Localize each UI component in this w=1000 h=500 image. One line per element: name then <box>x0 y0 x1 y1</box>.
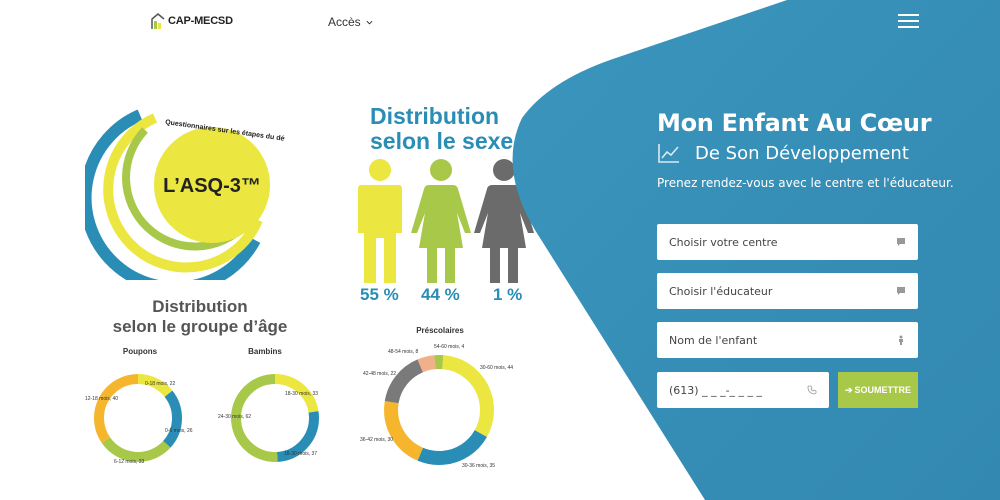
sex-distribution-title: Distribution selon le sexe <box>370 104 513 154</box>
nav-acces-label: Accès <box>328 15 361 29</box>
educateur-select-label: Choisir l'éducateur <box>669 284 773 298</box>
bambins-donut <box>231 374 319 462</box>
submit-button[interactable]: ➔ SOUMETTRE <box>838 372 918 408</box>
age-title-line1: Distribution <box>152 297 248 316</box>
hamburger-line <box>898 20 919 22</box>
sex-title-line1: Distribution <box>370 103 500 129</box>
poupons-label-3: 6-12 mois, 33 <box>114 459 145 465</box>
prescolaires-slice-blue <box>384 355 494 465</box>
logo[interactable]: CAP-MECSD <box>150 12 233 30</box>
nav-acces[interactable]: Accès <box>328 15 373 29</box>
other-percent: 1 % <box>493 285 523 304</box>
bambins-label-2: 18-30 mois, 37 <box>284 451 318 457</box>
hero-subtitle-row: De Son Développement <box>657 142 909 164</box>
prescolaires-donut <box>384 355 494 465</box>
asq-center-text: L’ASQ-3™ <box>163 175 261 197</box>
booking-panel: Mon Enfant Au Cœur De Son Développement … <box>657 0 987 500</box>
prescolaires-label-2: 30-60 mois, 44 <box>480 365 514 371</box>
female-percent: 44 % <box>421 285 460 304</box>
male-figure-icon <box>358 159 402 283</box>
enfant-name-field[interactable]: Nom de l'enfant <box>657 322 918 358</box>
poupons-title: Poupons <box>122 347 158 356</box>
age-distribution-title: Distribution selon le groupe d’âge <box>80 297 320 337</box>
prescolaires-label-1: 54-60 mois, 4 <box>434 344 465 350</box>
bambins-label-3: 24-30 mois, 62 <box>218 414 252 420</box>
bambins-title: Bambins <box>248 347 282 356</box>
asq-infographic: Questionnaires sur les étapes du dévelop… <box>85 109 285 280</box>
prescolaires-label-5: 42-48 mois, 22 <box>363 371 397 377</box>
other-figure-icon <box>474 159 534 283</box>
phone-input[interactable] <box>669 383 807 397</box>
prescolaires-slice-orange <box>384 355 494 465</box>
poupons-slice-green <box>94 374 182 462</box>
poupons-label-2: 0-6 mois, 26 <box>165 428 193 434</box>
comment-icon <box>897 238 905 246</box>
comment-icon <box>897 287 905 295</box>
educateur-select[interactable]: Choisir l'éducateur <box>657 273 918 309</box>
phone-icon <box>807 385 817 395</box>
asq-center-circle <box>154 127 270 243</box>
prescolaires-slice-yellow <box>384 355 494 465</box>
centre-select[interactable]: Choisir votre centre <box>657 224 918 260</box>
poupons-label-1: 0-18 mois, 22 <box>145 381 176 387</box>
hero-subtitle: De Son Développement <box>695 142 909 164</box>
poupons-slice-blue <box>94 374 182 462</box>
bambins-label-1: 18-30 mois, 33 <box>285 391 319 397</box>
asq-yellow-arc <box>103 113 263 273</box>
female-figure-icon <box>411 159 471 283</box>
sex-title-line2: selon le sexe <box>370 128 514 154</box>
phone-field[interactable] <box>657 372 829 408</box>
prescolaires-slice-green <box>384 355 494 465</box>
bambins-slice-blue <box>231 374 319 462</box>
bambins-slice-green <box>231 374 319 462</box>
prescolaires-label-6: 48-54 mois, 8 <box>388 349 419 355</box>
age-title-line2: selon le groupe d’âge <box>112 317 288 336</box>
prescolaires-label-4: 36-42 mois, 30 <box>360 437 394 443</box>
arrow-right-icon: ➔ <box>844 384 853 395</box>
asq-outer-blue-arc <box>85 109 261 280</box>
submit-label: SOUMETTRE <box>854 385 912 395</box>
menu-hamburger-button[interactable] <box>898 14 919 30</box>
hamburger-line <box>898 26 919 28</box>
hero-description: Prenez rendez-vous avec le centre et l'é… <box>657 176 954 190</box>
line-chart-icon <box>658 144 679 163</box>
centre-select-label: Choisir votre centre <box>669 235 778 249</box>
child-icon <box>899 335 903 345</box>
poupons-label-4: 12-18 mois, 40 <box>85 396 119 402</box>
logo-text: CAP-MECSD <box>168 15 233 27</box>
poupons-slice-orange <box>94 374 182 462</box>
hamburger-line <box>898 14 919 16</box>
prescolaires-title: Préscolaires <box>416 326 464 335</box>
chevron-down-icon <box>366 20 373 25</box>
poupons-donut <box>94 374 182 462</box>
male-percent: 55 % <box>360 285 399 304</box>
enfant-name-label: Nom de l'enfant <box>669 333 758 347</box>
prescolaires-label-3: 30-36 mois, 35 <box>462 463 496 469</box>
hero-title: Mon Enfant Au Cœur <box>657 109 932 137</box>
logo-house-icon <box>151 13 165 29</box>
